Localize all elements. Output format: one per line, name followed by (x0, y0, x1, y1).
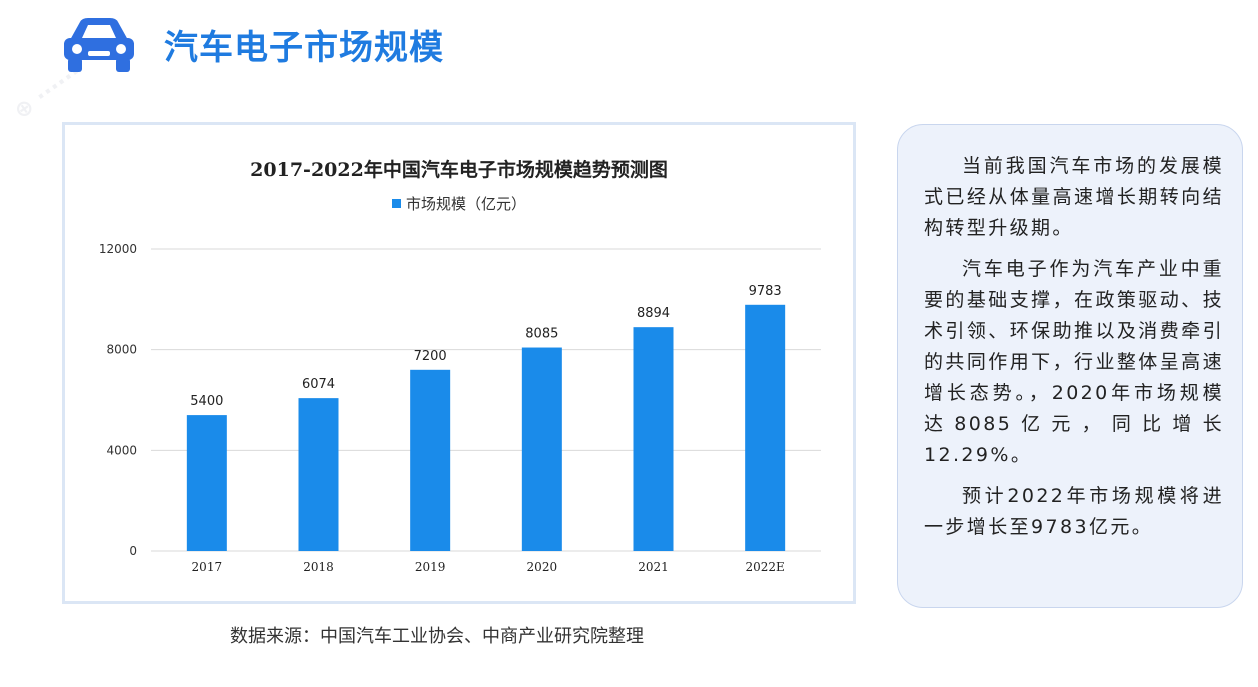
data-label: 8085 (525, 327, 558, 342)
data-label: 8894 (637, 306, 670, 321)
y-tick-label: 8000 (106, 343, 137, 357)
y-tick-label: 0 (129, 544, 137, 558)
y-tick-label: 12000 (99, 242, 137, 256)
bar (298, 398, 339, 551)
paragraph-3: 预计2022年市场规模将进一步增长至9783亿元。 (924, 485, 1224, 538)
page-header: 汽车电子市场规模 (60, 14, 444, 74)
paragraph-2: 汽车电子作为汽车产业中重要的基础支撑，在政策驱动、技术引领、环保助推以及消费牵引… (924, 258, 1224, 466)
bar-chart: 0 4000 8000 12000 5400 2017 6074 2018 7200 2019 80… (99, 242, 821, 574)
y-tick-label: 4000 (106, 443, 137, 457)
chart-panel: 2017-2022年中国汽车电子市场规模趋势预测图 市场规模（亿元） 0 4000… (62, 122, 856, 604)
legend-swatch (391, 199, 401, 208)
page-title: 汽车电子市场规模 (164, 27, 444, 68)
x-tick-label: 2018 (303, 560, 334, 574)
paragraph-1: 当前我国汽车市场的发展模式已经从体量高速增长期转向结构转型升级期。 (924, 155, 1224, 239)
bar (745, 304, 786, 551)
text-panel: 当前我国汽车市场的发展模式已经从体量高速增长期转向结构转型升级期。 汽车电子作为… (897, 124, 1243, 608)
data-label: 6074 (302, 377, 335, 392)
data-label: 9783 (749, 284, 782, 299)
x-tick-label: 2017 (192, 560, 223, 574)
chart-title: 2017-2022年中国汽车电子市场规模趋势预测图 (250, 159, 668, 181)
data-label: 5400 (190, 394, 223, 409)
bar (633, 327, 674, 551)
x-tick-label: 2019 (415, 560, 446, 574)
source-note: 数据来源：中国汽车工业协会、中商产业研究院整理 (230, 626, 644, 647)
data-label: 7200 (414, 349, 447, 364)
car-icon (64, 18, 134, 72)
bar (186, 415, 227, 551)
legend-label: 市场规模（亿元） (405, 195, 526, 213)
x-tick-label: 2021 (638, 560, 669, 574)
x-tick-label: 2020 (527, 560, 558, 574)
chart-legend: 市场规模（亿元） (65, 193, 853, 214)
bar (410, 369, 451, 551)
x-tick-label: 2022E (746, 560, 785, 574)
bar (521, 347, 562, 551)
